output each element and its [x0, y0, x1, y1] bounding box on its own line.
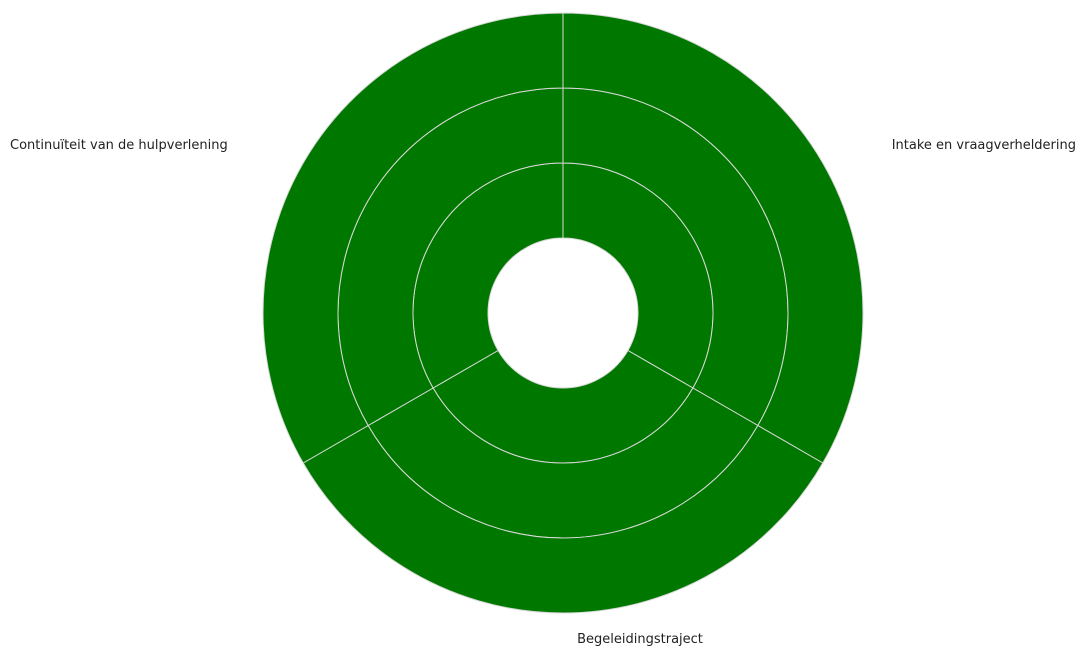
segment-label-begeleidingstraject: Begeleidingstraject: [577, 632, 703, 647]
segment-label-intake: Intake en vraagverheldering: [892, 138, 1076, 153]
wedge-segment-3-ring-3: [262, 12, 564, 464]
segment-label-continuiteit: Continuïteit van de hulpverlening: [10, 138, 228, 153]
wedge-segment-1-ring-3: [562, 12, 864, 464]
segment-labels: Intake en vraagverheldering Begeleidings…: [10, 138, 1076, 647]
wedge-segment-2-ring-3: [302, 424, 824, 614]
sunburst-wedges: [262, 12, 864, 614]
